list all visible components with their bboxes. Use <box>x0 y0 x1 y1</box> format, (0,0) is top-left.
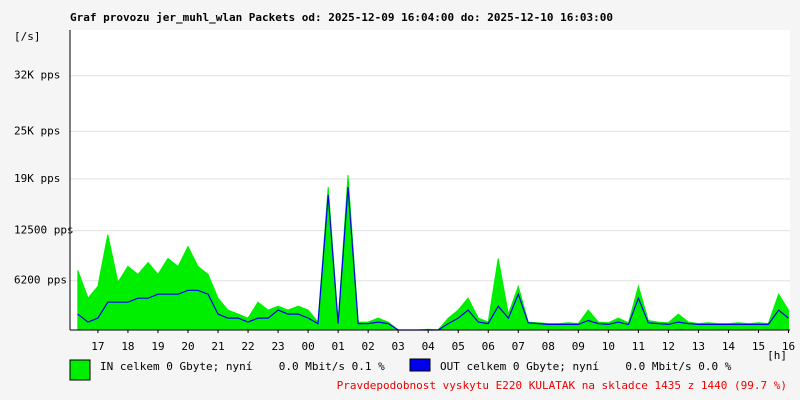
x-tick-label: 15 <box>752 340 765 353</box>
x-tick-label: 10 <box>602 340 615 353</box>
x-unit: [h] <box>767 349 787 362</box>
x-tick-label: 03 <box>392 340 405 353</box>
x-tick-label: 14 <box>722 340 736 353</box>
chart-title: Graf provozu jer_muhl_wlan Packets od: 2… <box>70 11 613 24</box>
y-tick-label: 12500 pps <box>14 224 74 237</box>
x-tick-label: 22 <box>241 340 254 353</box>
x-tick-label: 07 <box>512 340 525 353</box>
x-tick-label: 20 <box>181 340 194 353</box>
x-tick-label: 18 <box>121 340 134 353</box>
x-tick-label: 05 <box>452 340 465 353</box>
legend-label: IN celkem 0 Gbyte; nyní 0.0 Mbit/s 0.1 % <box>100 360 385 373</box>
y-tick-label: 32K pps <box>14 69 60 82</box>
x-tick-label: 00 <box>301 340 314 353</box>
x-tick-label: 12 <box>662 340 675 353</box>
x-tick-label: 23 <box>271 340 284 353</box>
x-tick-label: 17 <box>91 340 104 353</box>
y-tick-label: 25K pps <box>14 124 60 137</box>
x-tick-label: 19 <box>151 340 164 353</box>
x-tick-label: 06 <box>482 340 495 353</box>
x-tick-label: 08 <box>542 340 555 353</box>
y-tick-label: 19K pps <box>14 172 60 185</box>
legend-label: OUT celkem 0 Gbyte; nyní 0.0 Mbit/s 0.0 … <box>440 360 732 373</box>
x-tick-label: 02 <box>362 340 375 353</box>
y-tick-label: 6200 pps <box>14 274 67 287</box>
x-tick-label: 09 <box>572 340 585 353</box>
legend-swatch <box>409 358 431 372</box>
note: Pravdepodobnost vyskytu E220 KULATAK na … <box>337 379 787 392</box>
x-tick-label: 16 <box>782 340 795 353</box>
x-tick-label: 13 <box>692 340 705 353</box>
x-tick-label: 21 <box>211 340 224 353</box>
x-tick-label: 11 <box>632 340 645 353</box>
legend-swatch <box>69 359 91 381</box>
y-unit: [/s] <box>14 30 41 43</box>
x-tick-label: 01 <box>331 340 344 353</box>
x-tick-label: 04 <box>422 340 436 353</box>
